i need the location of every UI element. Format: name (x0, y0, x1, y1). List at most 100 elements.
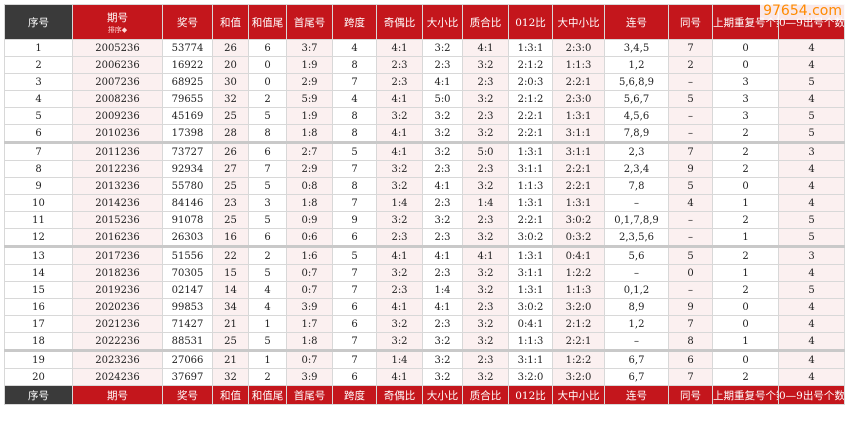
cell: 1:3:1 (552, 107, 605, 125)
cell: 3:2 (462, 332, 509, 351)
header-text: 期号 (107, 11, 128, 24)
cell: 2013236 (72, 177, 163, 195)
cell: 2:3 (422, 315, 463, 333)
cell: 2:3 (462, 211, 509, 229)
cell: 4 (778, 160, 845, 178)
cell: 2:9 (286, 160, 333, 178)
footer-row: 序号 期号 奖号 和值 和值尾 首尾号 跨度 奇偶比 大小比 质合比 012比 大中小比 连号 同号 上期重… (4, 385, 845, 405)
table-row: 5 2009236 45169 25 5 1:9 8 3:2 3:2 2:3 2:2:1 1:3:1 4… (4, 107, 845, 125)
cell: 8 (4, 160, 73, 178)
header-cell: 大小比 (422, 4, 463, 40)
cell: 1:4 (462, 194, 509, 212)
cell: 0 (712, 315, 779, 333)
cell: 15 (212, 264, 249, 282)
cell: 3:2 (462, 228, 509, 247)
cell: 26303 (162, 228, 213, 247)
table-row: 11 2015236 91078 25 5 0:9 9 3:2 3:2 2:3 2:2:1 3:0:2… (4, 211, 845, 229)
cell: 3:2 (422, 107, 463, 125)
header-cell[interactable]: 期号 排序◆ (72, 4, 163, 40)
footer-cell: 奖号 (162, 385, 213, 405)
header-cell: 奇偶比 (376, 4, 423, 40)
cell: 55780 (162, 177, 213, 195)
cell: 3:0:2 (552, 211, 605, 229)
cell: 3,4,5 (604, 39, 669, 57)
cell: 2011236 (72, 141, 163, 161)
cell: 16 (212, 228, 249, 247)
cell: 2016236 (72, 228, 163, 247)
cell: 2:3 (376, 73, 423, 91)
cell: 4:1 (376, 124, 423, 143)
cell: 27066 (162, 349, 213, 369)
header-text: 和值 (220, 16, 241, 29)
footer-cell: 大中小比 (552, 385, 605, 405)
cell: 6 (332, 298, 377, 316)
cell: 4 (778, 90, 845, 108)
cell: – (604, 332, 669, 351)
cell: 3 (712, 73, 779, 91)
cell: 4 (778, 315, 845, 333)
cell: 7,8,9 (604, 124, 669, 143)
cell: 5 (668, 177, 713, 195)
cell: 0:4:1 (552, 245, 605, 265)
cell: 79655 (162, 90, 213, 108)
cell: 1:8 (286, 332, 333, 351)
table-row: 10 2014236 84146 23 3 1:8 7 1:4 2:3 1:4 1:3:1 1:3:1… (4, 194, 845, 212)
cell: 3:2 (462, 315, 509, 333)
cell: 1:3:1 (508, 141, 553, 161)
cell: 2 (248, 245, 287, 265)
cell: 4 (668, 194, 713, 212)
cell: 6 (248, 228, 287, 247)
header-text: 同号 (680, 16, 701, 29)
footer-cell: 和值尾 (248, 385, 287, 405)
cell: 3:2 (376, 315, 423, 333)
cell: 8 (332, 56, 377, 74)
cell: 3:2 (422, 368, 463, 386)
header-text: 质合比 (469, 16, 502, 29)
cell: 9 (4, 177, 73, 195)
cell: 7 (332, 194, 377, 212)
cell: 27 (212, 160, 249, 178)
watermark: 97654.com (760, 2, 845, 20)
cell: 5 (778, 211, 845, 229)
cell: 2014236 (72, 194, 163, 212)
cell: 5 (248, 177, 287, 195)
cell: 7 (4, 141, 73, 161)
cell: 0 (712, 177, 779, 195)
cell: 3:2:0 (552, 368, 605, 386)
footer-cell: 期号 (72, 385, 163, 405)
cell: 3 (4, 73, 73, 91)
cell: 3:2 (462, 177, 509, 195)
cell: 1 (248, 349, 287, 369)
cell: 7 (668, 141, 713, 161)
cell: 2:2:1 (508, 107, 553, 125)
cell: 2010236 (72, 124, 163, 143)
cell: 2:3:0 (552, 39, 605, 57)
cell: 2008236 (72, 90, 163, 108)
header-text: 首尾号 (293, 16, 326, 29)
cell: 4 (778, 194, 845, 212)
cell: 2,3 (604, 141, 669, 161)
cell: 2:2:1 (552, 160, 605, 178)
cell: 2006236 (72, 56, 163, 74)
cell: 32 (212, 90, 249, 108)
cell: 1:7 (286, 315, 333, 333)
cell: 1 (712, 264, 779, 282)
cell: 51556 (162, 245, 213, 265)
cell: 0:7 (286, 281, 333, 299)
cell: 2:3 (462, 349, 509, 369)
cell: 25 (212, 177, 249, 195)
cell: 13 (4, 245, 73, 265)
cell: 2:3 (462, 107, 509, 125)
cell: 25 (212, 332, 249, 351)
cell: 1,2 (604, 315, 669, 333)
cell: 4:1 (376, 141, 423, 161)
cell: 10 (4, 194, 73, 212)
cell: 6,7 (604, 349, 669, 369)
cell: 1:3:1 (552, 194, 605, 212)
cell: 2:1:2 (508, 90, 553, 108)
cell: 2:9 (286, 73, 333, 91)
cell: 2:2:1 (552, 73, 605, 91)
cell: 1 (712, 332, 779, 351)
header-cell: 质合比 (462, 4, 509, 40)
cell: 4 (332, 90, 377, 108)
